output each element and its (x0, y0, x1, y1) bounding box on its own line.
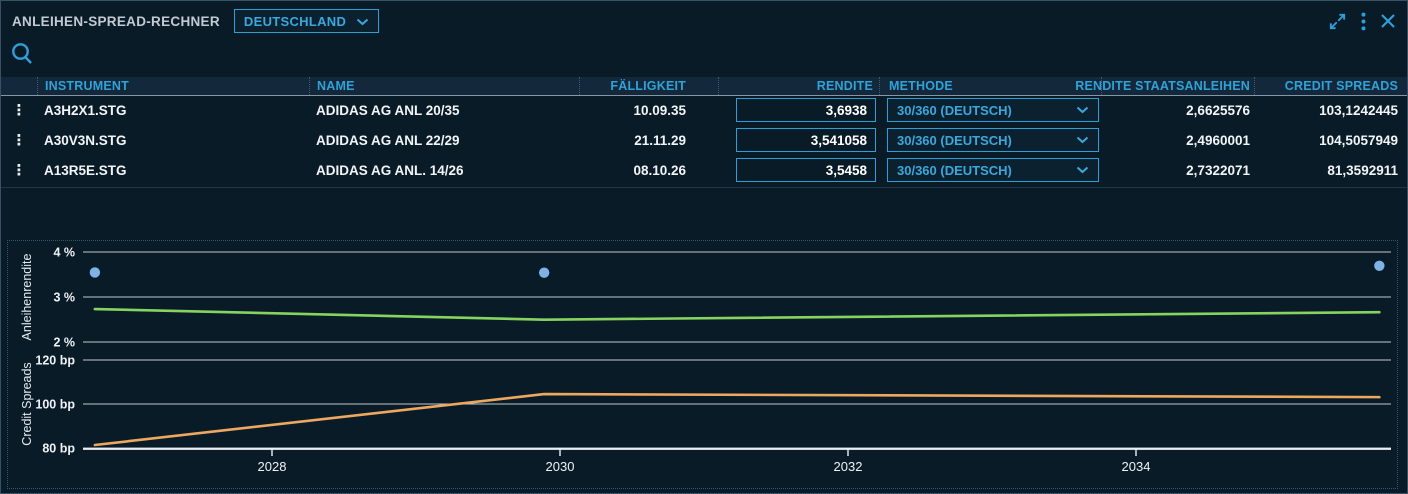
cell-faelligkeit: 10.09.35 (633, 102, 686, 118)
svg-text:2030: 2030 (546, 459, 575, 474)
methode-dropdown[interactable]: 30/360 (DEUTSCH) (887, 128, 1099, 152)
cell-faelligkeit: 21.11.29 (634, 132, 686, 148)
cell-name: ADIDAS AG ANL. 14/26 (316, 162, 464, 178)
svg-text:4 %: 4 % (53, 246, 75, 260)
chevron-down-icon (1076, 166, 1089, 174)
row-kebab-menu-icon[interactable]: ⋮ (11, 132, 27, 149)
titlebar-actions (1328, 12, 1396, 31)
search-icon[interactable] (10, 41, 34, 71)
cell-faelligkeit: 08.10.26 (633, 162, 686, 178)
column-header-name: NAME (309, 77, 579, 95)
close-icon[interactable] (1380, 13, 1396, 29)
cell-name: ADIDAS AG ANL 20/35 (316, 102, 460, 118)
chevron-down-icon (1076, 136, 1089, 144)
column-header-faelligkeit: FÄLLIGKEIT (579, 77, 718, 95)
cell-rendite-staatsanleihen: 2,4960001 (1186, 132, 1250, 148)
spread-chart-widget[interactable]: 4 % 3 % 2 % Anleihenrendite 120 bp 100 bp 80 b… (7, 240, 1398, 489)
methode-dropdown[interactable]: 30/360 (DEUTSCH) (887, 98, 1099, 122)
header-divider (1, 95, 1407, 96)
rendite-input[interactable] (736, 128, 876, 152)
svg-text:Credit Spreads: Credit Spreads (20, 362, 34, 445)
svg-text:Anleihenrendite: Anleihenrendite (20, 254, 34, 341)
chevron-down-icon (356, 14, 369, 29)
cell-credit-spreads: 103,1242445 (1319, 102, 1398, 118)
svg-text:2 %: 2 % (53, 336, 75, 350)
cell-rendite (718, 95, 879, 125)
methode-dropdown-value: 30/360 (DEUTSCH) (897, 102, 1012, 118)
row-kebab-menu-icon[interactable]: ⋮ (11, 162, 27, 179)
svg-text:80 bp: 80 bp (42, 442, 75, 456)
cell-rendite (718, 155, 879, 185)
cell-credit-spreads: 81,3592911 (1327, 162, 1398, 178)
country-dropdown[interactable]: DEUTSCHLAND (233, 9, 380, 33)
cell-name: ADIDAS AG ANL 22/29 (316, 132, 460, 148)
cell-instrument: A13R5E.STG (44, 162, 127, 178)
page-title: ANLEIHEN-SPREAD-RECHNER (12, 13, 220, 29)
methode-dropdown-value: 30/360 (DEUTSCH) (897, 162, 1012, 178)
row-kebab-menu-icon[interactable]: ⋮ (11, 102, 27, 119)
cell-methode: 30/360 (DEUTSCH) (879, 95, 1101, 125)
column-header-rendite: RENDITE (718, 77, 879, 95)
methode-dropdown-value: 30/360 (DEUTSCH) (897, 132, 1012, 148)
svg-text:2028: 2028 (258, 459, 287, 474)
svg-text:2034: 2034 (1122, 459, 1151, 474)
column-header-instrument: INSTRUMENT (37, 77, 309, 95)
svg-text:120 bp: 120 bp (35, 354, 75, 368)
cell-credit-spreads: 104,5057949 (1319, 132, 1398, 148)
country-dropdown-value: DEUTSCHLAND (243, 13, 347, 29)
rendite-input[interactable] (736, 158, 876, 182)
svg-text:2032: 2032 (834, 459, 863, 474)
titlebar: ANLEIHEN-SPREAD-RECHNER DEUTSCHLAND (1, 1, 1407, 41)
cell-instrument: A3H2X1.STG (44, 102, 127, 118)
column-header-methode: METHODE (879, 77, 1101, 95)
rendite-input[interactable] (736, 98, 876, 122)
cell-methode: 30/360 (DEUTSCH) (879, 155, 1101, 185)
chevron-down-icon (1076, 106, 1089, 114)
bond-table: INSTRUMENT NAME FÄLLIGKEIT RENDITE METHO… (1, 77, 1407, 185)
cell-rendite-staatsanleihen: 2,6625576 (1186, 102, 1250, 118)
methode-dropdown[interactable]: 30/360 (DEUTSCH) (887, 158, 1099, 182)
svg-text:100 bp: 100 bp (35, 398, 75, 412)
cell-methode: 30/360 (DEUTSCH) (879, 125, 1101, 155)
table-header-spacer (1, 77, 37, 95)
column-header-rendite-staatsanleihen: RENDITE STAATSANLEIHEN (1075, 77, 1254, 95)
cell-rendite (718, 125, 879, 155)
table-bottom-divider (1, 187, 1407, 188)
expand-icon[interactable] (1328, 12, 1347, 31)
svg-text:3 %: 3 % (53, 291, 75, 305)
column-header-credit-spreads: CREDIT SPREADS (1254, 77, 1407, 95)
cell-instrument: A30V3N.STG (44, 132, 127, 148)
search-bar (10, 42, 34, 70)
kebab-menu-icon[interactable] (1361, 12, 1366, 31)
cell-rendite-staatsanleihen: 2,7322071 (1186, 162, 1250, 178)
